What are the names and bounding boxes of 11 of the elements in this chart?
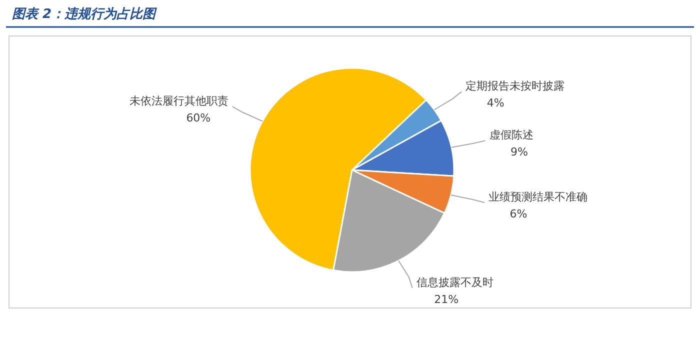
data-label: 21% [434, 292, 459, 306]
data-label: 60% [186, 112, 211, 125]
slice-label: 虚假陈述 [489, 128, 534, 142]
data-label: 4% [486, 96, 504, 110]
slice-label: 业绩预测结果不准确 [488, 190, 588, 204]
data-label: 6% [510, 208, 528, 221]
slice-label: 信息披露不及时 [416, 276, 494, 289]
chart-title: 图表 2：违规行为占比图 [12, 6, 158, 22]
slice-label: 未依法履行其他职责 [129, 94, 228, 108]
data-label: 9% [510, 146, 528, 159]
slice-label: 定期报告未按时披露 [466, 80, 565, 93]
